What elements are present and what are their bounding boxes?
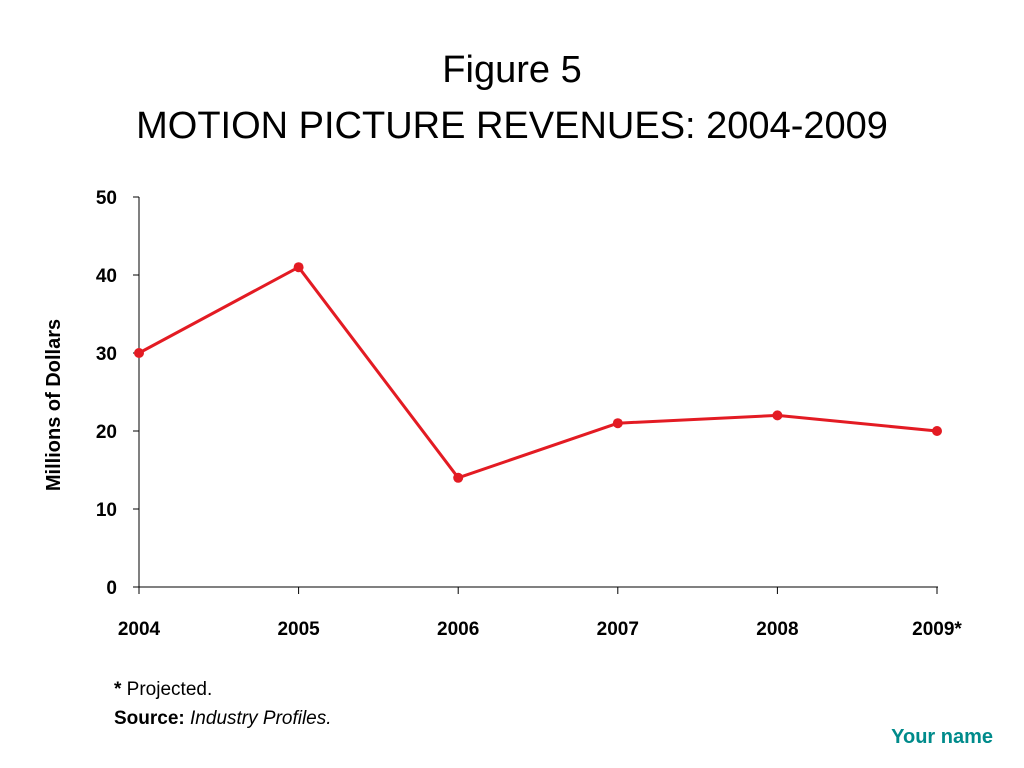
footnotes: * Projected. Source: Industry Profiles. xyxy=(114,675,332,733)
y-tick-label: 10 xyxy=(96,500,117,521)
series-line xyxy=(138,265,938,480)
data-point xyxy=(612,418,623,429)
axes xyxy=(133,196,938,594)
x-tick-label: 2009* xyxy=(912,619,962,640)
source-label: Source: xyxy=(114,708,185,729)
data-point xyxy=(453,472,464,483)
x-tick-label: 2006 xyxy=(437,619,479,640)
y-tick-label: 40 xyxy=(96,266,117,287)
figure-number: Figure 5 xyxy=(442,49,582,91)
chart-title: MOTION PICTURE REVENUES: 2004-2009 xyxy=(136,105,888,147)
data-point xyxy=(932,426,942,436)
tick-labels: 0 10 20 30 40 50 2004 2005 2006 2007 2008 2009* xyxy=(96,188,963,640)
x-tick-label: 2008 xyxy=(756,619,798,640)
source-note: Source: Industry Profiles. xyxy=(114,704,332,733)
footnote-text: Projected. xyxy=(121,679,213,700)
data-point xyxy=(293,262,304,273)
y-axis-title: Millions of Dollars xyxy=(43,319,65,491)
y-tick-label: 20 xyxy=(96,422,117,443)
x-tick-label: 2007 xyxy=(597,619,639,640)
series-line-layer xyxy=(134,262,942,483)
y-tick-label: 50 xyxy=(96,188,117,209)
x-tick-label: 2005 xyxy=(277,619,320,640)
projection-note: * Projected. xyxy=(114,675,332,704)
data-point xyxy=(134,348,144,358)
y-tick-label: 0 xyxy=(106,578,117,599)
footnote-marker: * xyxy=(114,679,122,700)
y-tick-label: 30 xyxy=(96,344,117,365)
data-point xyxy=(772,410,783,421)
source-text: Industry Profiles. xyxy=(184,708,332,729)
x-tick-label: 2004 xyxy=(118,619,161,640)
author-name: Your name xyxy=(891,726,993,748)
